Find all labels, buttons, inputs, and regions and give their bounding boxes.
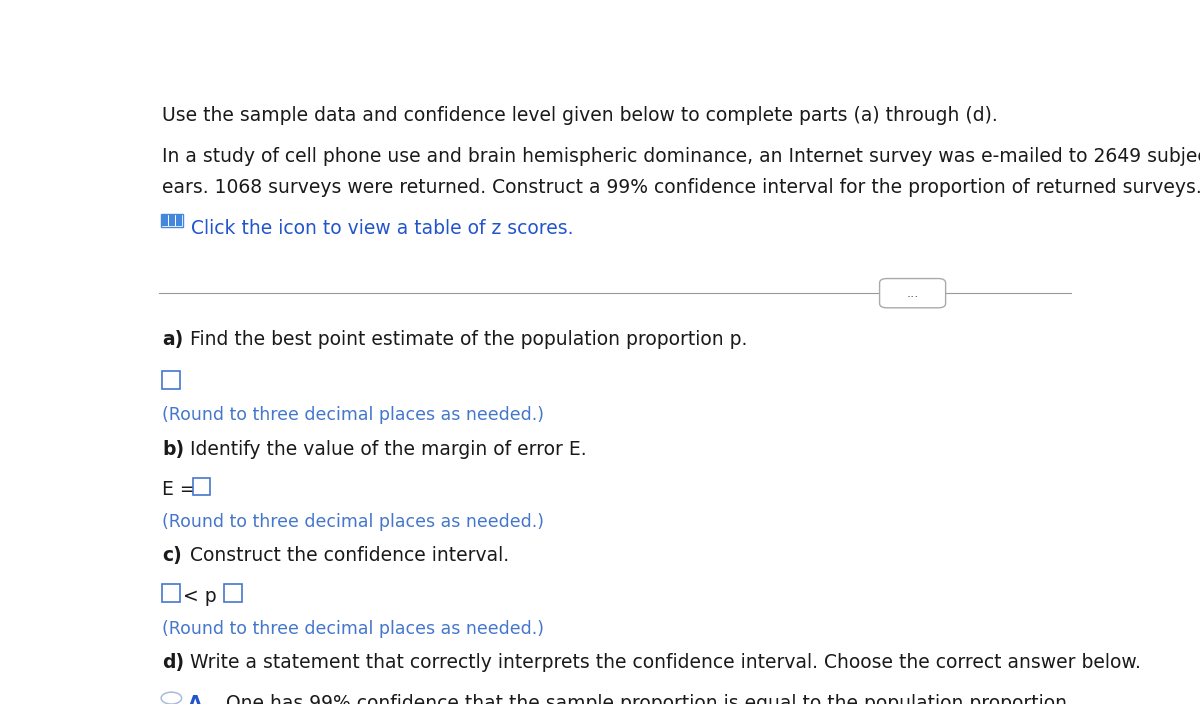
Text: b): b)	[162, 439, 185, 458]
FancyBboxPatch shape	[162, 218, 168, 222]
FancyBboxPatch shape	[162, 214, 168, 218]
Text: Use the sample data and confidence level given below to complete parts (a) throu: Use the sample data and confidence level…	[162, 106, 998, 125]
Text: (Round to three decimal places as needed.): (Round to three decimal places as needed…	[162, 620, 544, 638]
Text: a): a)	[162, 330, 184, 349]
FancyBboxPatch shape	[169, 222, 175, 226]
Text: d): d)	[162, 653, 185, 672]
Text: Construct the confidence interval.: Construct the confidence interval.	[185, 546, 510, 565]
Text: Find the best point estimate of the population proportion p.: Find the best point estimate of the popu…	[185, 330, 748, 349]
Text: A.: A.	[188, 693, 210, 704]
Text: c): c)	[162, 546, 182, 565]
FancyBboxPatch shape	[169, 214, 175, 218]
Text: Click the icon to view a table of z scores.: Click the icon to view a table of z scor…	[191, 219, 574, 238]
FancyBboxPatch shape	[193, 477, 210, 496]
Text: In a study of cell phone use and brain hemispheric dominance, an Internet survey: In a study of cell phone use and brain h…	[162, 147, 1200, 166]
FancyBboxPatch shape	[162, 222, 168, 226]
Text: One has 99% confidence that the sample proportion is equal to the population pro: One has 99% confidence that the sample p…	[214, 693, 1073, 704]
Circle shape	[161, 692, 181, 704]
FancyBboxPatch shape	[162, 584, 180, 602]
Text: (Round to three decimal places as needed.): (Round to three decimal places as needed…	[162, 406, 544, 424]
FancyBboxPatch shape	[224, 584, 242, 602]
FancyBboxPatch shape	[176, 214, 182, 218]
Text: ears. 1068 surveys were returned. Construct a 99% confidence interval for the pr: ears. 1068 surveys were returned. Constr…	[162, 178, 1200, 197]
Text: ...: ...	[906, 287, 919, 300]
FancyBboxPatch shape	[176, 218, 182, 222]
Text: < p <: < p <	[184, 587, 239, 606]
FancyBboxPatch shape	[169, 218, 175, 222]
FancyBboxPatch shape	[162, 371, 180, 389]
Text: E =: E =	[162, 480, 202, 499]
Text: (Round to three decimal places as needed.): (Round to three decimal places as needed…	[162, 513, 544, 531]
FancyBboxPatch shape	[176, 222, 182, 226]
Text: Write a statement that correctly interprets the confidence interval. Choose the : Write a statement that correctly interpr…	[185, 653, 1141, 672]
Text: Identify the value of the margin of error E.: Identify the value of the margin of erro…	[185, 439, 587, 458]
FancyBboxPatch shape	[880, 279, 946, 308]
